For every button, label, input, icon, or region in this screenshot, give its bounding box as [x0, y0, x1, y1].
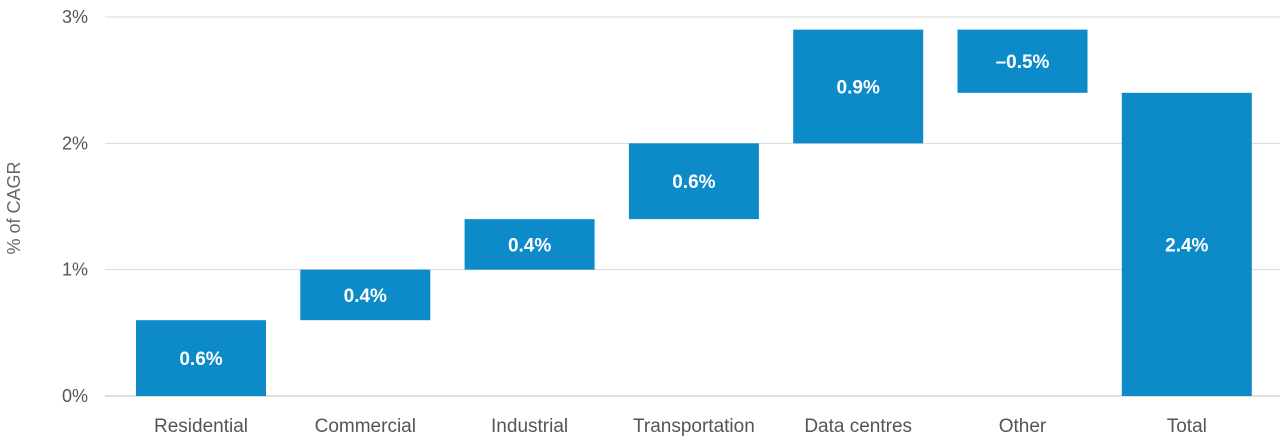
- bar-total: [1121, 92, 1252, 397]
- bar-commercial: [300, 269, 431, 321]
- x-category-label: Industrial: [491, 416, 568, 437]
- y-axis-label: % of CAGR: [4, 161, 24, 254]
- x-category-label: Data centres: [804, 416, 912, 437]
- y-tick-label: 3%: [62, 7, 88, 27]
- bar-residential: [136, 320, 266, 396]
- data-label: 0.4%: [344, 286, 387, 307]
- bar-data-centres: [793, 29, 924, 144]
- y-tick-label: 0%: [62, 386, 88, 406]
- data-label: –0.5%: [996, 52, 1050, 73]
- bar-transportation: [628, 143, 759, 220]
- data-label: 2.4%: [1165, 235, 1208, 256]
- data-label: 0.9%: [837, 77, 880, 98]
- bars: 0.6% 0.4% 0.4% 0.6% 0.9% –0.5% 2.4%: [136, 29, 1252, 397]
- x-category-label: Residential: [154, 416, 248, 437]
- x-category-label: Transportation: [633, 416, 755, 437]
- x-category-label: Commercial: [315, 416, 416, 437]
- y-tick-label: 1%: [62, 260, 88, 280]
- bar-industrial: [464, 219, 595, 270]
- y-tick-label: 2%: [62, 133, 88, 153]
- x-category-label: Total: [1167, 416, 1207, 437]
- data-label: 0.6%: [672, 172, 715, 193]
- y-axis-ticks: 0% 1% 2% 3%: [62, 7, 88, 406]
- data-label: 0.4%: [508, 235, 551, 256]
- bar-other: [957, 29, 1088, 93]
- x-axis-categories: Residential Commercial Industrial Transport…: [154, 416, 1207, 437]
- data-label: 0.6%: [179, 349, 222, 370]
- x-category-label: Other: [999, 416, 1047, 437]
